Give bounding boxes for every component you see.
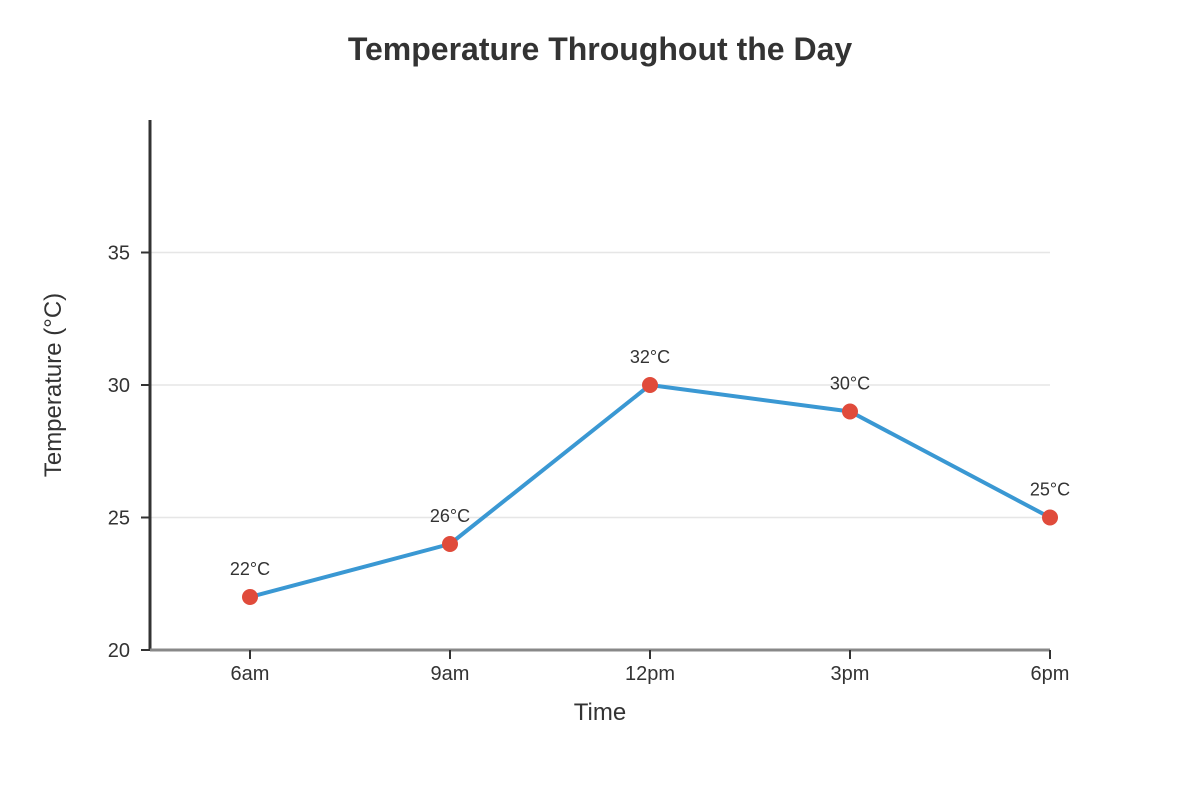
data-label: 22°C: [230, 559, 270, 579]
y-tick-label: 30: [108, 375, 130, 397]
data-point: [842, 403, 858, 420]
axes: 20 25 30 35 6am 9am 12pm 3pm 6pm: [108, 120, 1070, 685]
data-labels: 22°C 26°C 32°C 30°C 25°C: [230, 347, 1070, 579]
data-label: 32°C: [630, 347, 670, 367]
x-tick-label: 6am: [231, 663, 270, 685]
x-tick-label: 6pm: [1031, 663, 1070, 685]
data-label: 25°C: [1030, 480, 1070, 500]
gridlines: [150, 251, 1050, 519]
chart-title: Temperature Throughout the Day: [348, 31, 853, 67]
data-point: [642, 377, 658, 393]
data-point: [1042, 509, 1058, 526]
y-tick-label: 35: [108, 243, 130, 265]
series: [242, 377, 1058, 605]
data-point: [442, 536, 458, 552]
data-label: 26°C: [430, 506, 470, 526]
series-line: [248, 383, 1052, 599]
data-point: [242, 589, 258, 605]
data-label: 30°C: [830, 374, 870, 394]
y-tick-label: 25: [108, 508, 130, 530]
y-axis-label: Temperature (°C): [40, 293, 67, 477]
x-tick-label: 9am: [431, 663, 470, 685]
x-tick-label: 12pm: [625, 663, 675, 685]
y-tick-label: 20: [108, 640, 130, 662]
x-axis-label: Time: [574, 699, 626, 726]
x-tick-label: 3pm: [831, 663, 870, 685]
